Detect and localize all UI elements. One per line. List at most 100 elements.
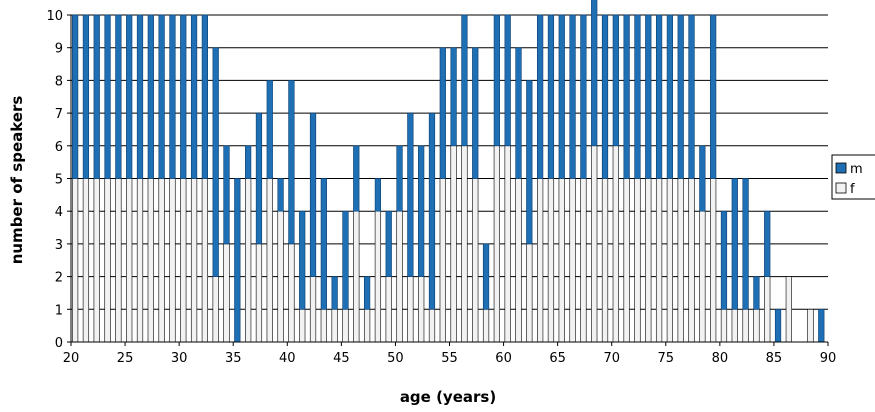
bar-m-20 bbox=[71, 14, 79, 179]
bar-f-56 bbox=[461, 145, 468, 343]
bar-f-20 bbox=[71, 178, 79, 343]
x-tick-label-30: 30 bbox=[171, 351, 188, 366]
bar-m-73 bbox=[645, 14, 652, 179]
bar-m-26 bbox=[136, 14, 144, 179]
bar-f-48 bbox=[374, 210, 382, 343]
bar-f-84 bbox=[764, 276, 771, 343]
legend-swatch-f bbox=[835, 182, 847, 194]
bar-m-60 bbox=[504, 14, 511, 147]
x-tick-label-80: 80 bbox=[712, 351, 729, 366]
bar-f-43 bbox=[320, 308, 327, 343]
bar-f-44 bbox=[331, 308, 338, 343]
bar-m-23 bbox=[104, 14, 111, 179]
bar-m-31 bbox=[190, 14, 198, 179]
bar-m-47 bbox=[363, 276, 371, 310]
bar-m-59 bbox=[493, 14, 500, 147]
bar-m-39 bbox=[277, 178, 284, 212]
bar-f-37 bbox=[255, 243, 263, 343]
bar-f-29 bbox=[169, 178, 176, 343]
bar-f-69 bbox=[601, 178, 609, 343]
bars bbox=[71, 0, 825, 343]
bar-m-78 bbox=[699, 145, 706, 212]
bar-m-77 bbox=[688, 14, 695, 179]
bar-f-65 bbox=[558, 178, 565, 343]
bar-f-50 bbox=[396, 210, 403, 343]
x-tick-label-85: 85 bbox=[766, 351, 783, 366]
y-tick-label-0: 0 bbox=[55, 336, 63, 351]
bar-m-51 bbox=[407, 112, 414, 277]
x-tick-label-65: 65 bbox=[549, 351, 566, 366]
bar-m-80 bbox=[720, 210, 728, 310]
bar-m-66 bbox=[569, 14, 576, 179]
legend-swatch-m bbox=[835, 162, 847, 174]
bar-m-37 bbox=[255, 112, 263, 245]
bar-m-52 bbox=[418, 145, 425, 277]
bar-m-58 bbox=[482, 243, 490, 310]
bar-m-67 bbox=[580, 14, 587, 179]
bar-f-42 bbox=[309, 276, 317, 343]
y-tick-label-9: 9 bbox=[55, 42, 63, 57]
bar-f-51 bbox=[407, 276, 414, 343]
bar-m-21 bbox=[82, 14, 90, 179]
bar-f-86 bbox=[785, 276, 792, 343]
bar-m-79 bbox=[710, 14, 717, 179]
bar-f-67 bbox=[580, 178, 587, 343]
bar-m-83 bbox=[753, 276, 760, 310]
bar-f-52 bbox=[418, 276, 425, 343]
bar-m-35 bbox=[234, 178, 241, 343]
x-tick-label-75: 75 bbox=[658, 351, 675, 366]
x-tick-label-45: 45 bbox=[333, 351, 350, 366]
x-tick-label-55: 55 bbox=[441, 351, 458, 366]
bar-f-73 bbox=[645, 178, 652, 343]
y-tick-label-6: 6 bbox=[55, 140, 63, 155]
bar-f-64 bbox=[547, 178, 555, 343]
bar-f-53 bbox=[428, 308, 436, 343]
legend: mf bbox=[831, 154, 875, 200]
bar-f-59 bbox=[493, 145, 500, 343]
bar-m-28 bbox=[158, 14, 165, 179]
bar-f-78 bbox=[699, 210, 706, 343]
x-tick-label-40: 40 bbox=[279, 351, 296, 366]
bar-m-46 bbox=[353, 145, 360, 212]
bar-f-47 bbox=[363, 308, 371, 343]
y-tick-label-5: 5 bbox=[55, 173, 63, 188]
x-tick-label-20: 20 bbox=[63, 351, 80, 366]
bar-f-39 bbox=[277, 210, 284, 343]
bar-m-64 bbox=[547, 14, 555, 179]
x-tick-label-90: 90 bbox=[820, 351, 837, 366]
bar-m-42 bbox=[309, 112, 317, 277]
bar-f-45 bbox=[342, 308, 349, 343]
bar-m-75 bbox=[666, 14, 674, 179]
bar-m-74 bbox=[655, 14, 663, 179]
bar-m-72 bbox=[634, 14, 641, 179]
bar-f-61 bbox=[515, 178, 522, 343]
x-tick-label-70: 70 bbox=[603, 351, 620, 366]
bar-m-71 bbox=[623, 14, 630, 179]
x-tick-labels: 20 25 30 35 40 45 50 55 60 65 70 75 80 85 90 bbox=[63, 351, 837, 366]
legend-label-m: m bbox=[850, 162, 863, 177]
bar-f-77 bbox=[688, 178, 695, 343]
bar-f-46 bbox=[353, 210, 360, 343]
bar-m-54 bbox=[439, 47, 446, 179]
bar-m-85 bbox=[774, 308, 782, 343]
bar-f-54 bbox=[439, 178, 446, 343]
bar-m-30 bbox=[180, 14, 187, 179]
x-tick-label-25: 25 bbox=[117, 351, 134, 366]
bar-f-79 bbox=[710, 178, 717, 343]
bar-f-80 bbox=[720, 308, 728, 343]
bar-m-84 bbox=[764, 210, 771, 277]
bar-m-33 bbox=[212, 47, 219, 277]
bar-m-34 bbox=[223, 145, 230, 245]
bar-f-62 bbox=[526, 243, 533, 343]
bar-m-36 bbox=[245, 145, 252, 179]
bar-m-82 bbox=[742, 178, 749, 310]
bar-f-63 bbox=[537, 178, 544, 343]
bar-f-55 bbox=[450, 145, 457, 343]
bar-m-76 bbox=[677, 14, 684, 179]
bar-m-41 bbox=[299, 210, 306, 310]
bar-f-25 bbox=[126, 178, 133, 343]
bar-m-61 bbox=[515, 47, 522, 179]
bar-m-44 bbox=[331, 276, 338, 310]
x-tick-label-35: 35 bbox=[225, 351, 242, 366]
